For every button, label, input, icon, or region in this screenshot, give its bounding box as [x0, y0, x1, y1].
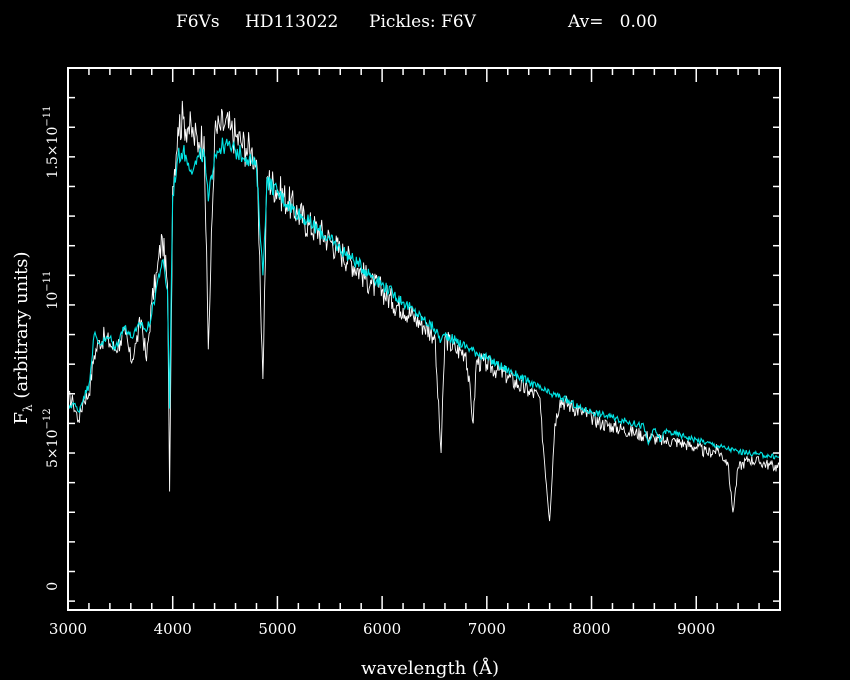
- chart-title-spectral-type: F6Vs: [176, 12, 220, 32]
- x-tick-label: 9000: [677, 620, 715, 638]
- x-axis-label: wavelength (Å): [361, 657, 499, 679]
- y-tick-label: 1.5×10−11: [42, 106, 61, 179]
- series-line-1: [67, 137, 781, 460]
- y-axis-label-rest: (arbitrary units): [11, 252, 32, 405]
- x-tick-labels: 3000 4000 5000 6000 7000 8000 9000: [49, 620, 715, 638]
- series-line-0: [67, 100, 781, 522]
- x-tick-label: 7000: [468, 620, 506, 638]
- y-tick-label: 5×10−12: [42, 408, 61, 468]
- y-axis-label: Fλ (arbitrary units): [11, 252, 35, 425]
- plot-series: [67, 100, 781, 522]
- y-tick-label: 0: [45, 582, 61, 591]
- y-axis-label-main: F: [11, 412, 32, 425]
- y-axis-label-sub: λ: [21, 404, 35, 412]
- x-tick-label: 5000: [258, 620, 296, 638]
- y-tick-labels: 0 5×10−12 10−11 1.5×10−11: [42, 106, 61, 591]
- x-tick-label: 6000: [363, 620, 401, 638]
- chart-title-extinction: Av= 0.00: [567, 12, 658, 32]
- x-tick-label: 3000: [49, 620, 87, 638]
- y-tick-label: 10−11: [42, 271, 61, 310]
- x-tick-label: 8000: [572, 620, 610, 638]
- x-tick-label: 4000: [154, 620, 192, 638]
- plot-frame: [67, 67, 781, 611]
- axis-ticks: [67, 67, 781, 610]
- chart-title-star: HD113022: [245, 12, 338, 32]
- chart-title-template: Pickles: F6V: [369, 12, 477, 32]
